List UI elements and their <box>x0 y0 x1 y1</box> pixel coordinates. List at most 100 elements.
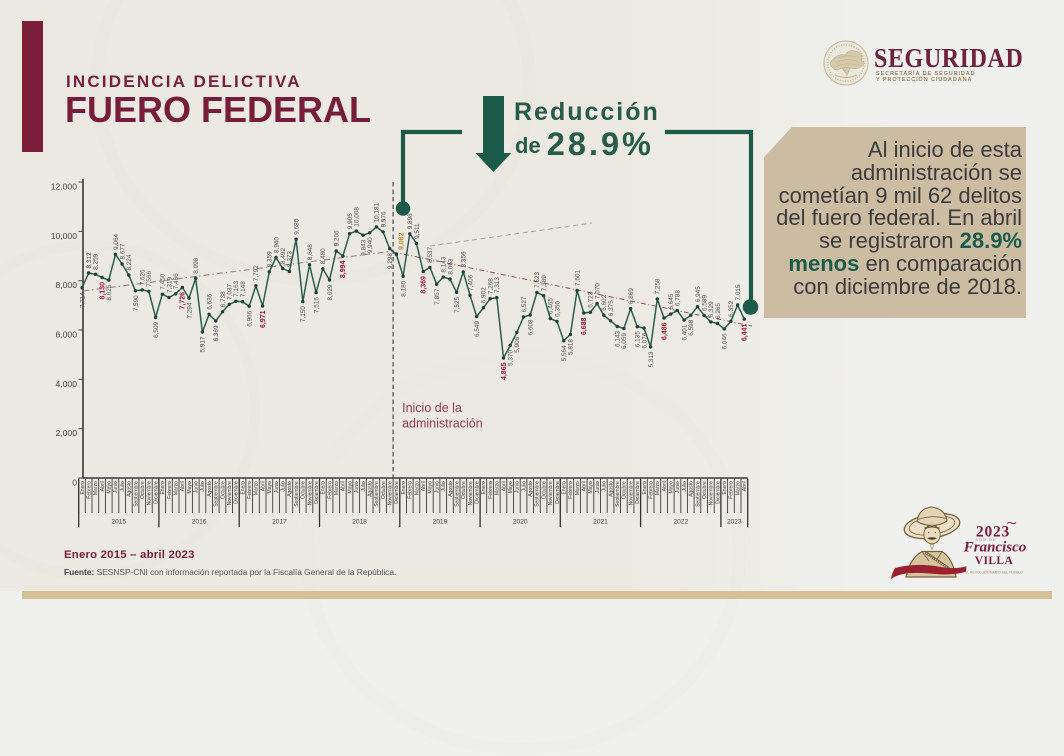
svg-text:Julio: Julio <box>682 481 688 492</box>
svg-text:6,000: 6,000 <box>55 330 77 340</box>
svg-text:Febrero: Febrero <box>327 481 333 499</box>
svg-text:7,148: 7,148 <box>240 281 247 297</box>
svg-text:7,319: 7,319 <box>166 277 173 293</box>
svg-text:6,902: 6,902 <box>481 287 488 303</box>
svg-text:Diciembre: Diciembre <box>153 481 159 504</box>
svg-text:8,994: 8,994 <box>340 261 347 279</box>
svg-text:Octubre: Octubre <box>461 481 467 499</box>
svg-text:Noviembre: Noviembre <box>548 481 554 505</box>
svg-text:6,738: 6,738 <box>220 291 227 307</box>
svg-text:6,645: 6,645 <box>668 293 675 309</box>
svg-text:7,466: 7,466 <box>173 273 180 289</box>
svg-text:Enero: Enero <box>722 481 728 495</box>
svg-text:Enero: Enero <box>240 481 246 495</box>
svg-text:6,441: 6,441 <box>742 324 749 342</box>
svg-text:Abril: Abril <box>582 481 588 491</box>
svg-text:Julio: Julio <box>120 481 126 492</box>
svg-text:9,206: 9,206 <box>334 230 341 246</box>
svg-text:10,000: 10,000 <box>51 231 78 241</box>
svg-text:8,373: 8,373 <box>287 251 294 267</box>
svg-text:Julio: Julio <box>602 481 608 492</box>
svg-text:0: 0 <box>72 478 77 488</box>
svg-text:2023: 2023 <box>727 519 742 526</box>
svg-text:6,265: 6,265 <box>715 303 722 319</box>
svg-text:9,064: 9,064 <box>113 233 120 249</box>
svg-text:6,971: 6,971 <box>260 310 267 328</box>
svg-text:Octubre: Octubre <box>622 481 628 499</box>
svg-text:8,180: 8,180 <box>400 280 407 296</box>
svg-text:6,688: 6,688 <box>581 317 588 335</box>
svg-text:2016: 2016 <box>192 519 207 526</box>
svg-text:7,150: 7,150 <box>300 306 307 322</box>
svg-text:Febrero: Febrero <box>247 481 253 499</box>
svg-text:Noviembre: Noviembre <box>147 481 153 505</box>
svg-text:6,549: 6,549 <box>474 321 481 337</box>
svg-text:6,788: 6,788 <box>675 290 682 306</box>
svg-text:9,680: 9,680 <box>293 218 300 234</box>
svg-text:Mayo: Mayo <box>107 481 113 493</box>
svg-text:6,369: 6,369 <box>213 325 220 341</box>
svg-text:9,905: 9,905 <box>347 213 354 229</box>
svg-text:6,602: 6,602 <box>601 294 608 310</box>
svg-text:Octubre: Octubre <box>541 481 547 499</box>
svg-text:Febrero: Febrero <box>488 481 494 499</box>
svg-text:7,258: 7,258 <box>655 278 662 294</box>
svg-text:9,898: 9,898 <box>407 213 414 229</box>
svg-text:7,070: 7,070 <box>594 283 601 299</box>
svg-text:Abril: Abril <box>501 481 507 491</box>
svg-text:8,098: 8,098 <box>193 257 200 273</box>
svg-text:Julio: Julio <box>200 481 206 492</box>
svg-text:6,329: 6,329 <box>708 301 715 317</box>
svg-text:Febrero: Febrero <box>87 481 93 499</box>
svg-text:Marzo: Marzo <box>495 481 501 495</box>
svg-text:Octubre: Octubre <box>381 481 387 499</box>
svg-text:10,181: 10,181 <box>374 202 381 222</box>
svg-text:6,486: 6,486 <box>661 322 668 340</box>
svg-text:Febrero: Febrero <box>167 481 173 499</box>
svg-text:Octubre: Octubre <box>140 481 146 499</box>
svg-text:Junio: Junio <box>274 481 280 493</box>
svg-text:8,356: 8,356 <box>461 251 468 267</box>
svg-text:Agosto: Agosto <box>207 481 213 497</box>
svg-text:Septiembre: Septiembre <box>133 481 139 507</box>
svg-text:6,352: 6,352 <box>728 300 735 316</box>
svg-text:Febrero: Febrero <box>729 481 735 499</box>
svg-text:Septiembre: Septiembre <box>454 481 460 507</box>
svg-text:7,015: 7,015 <box>735 284 742 300</box>
svg-text:12,000: 12,000 <box>51 182 78 192</box>
svg-text:6,966: 6,966 <box>247 310 254 326</box>
svg-text:Abril: Abril <box>421 481 427 491</box>
svg-text:6,608: 6,608 <box>528 319 535 335</box>
svg-text:Mayo: Mayo <box>187 481 193 493</box>
svg-text:Abril: Abril <box>662 481 668 491</box>
svg-text:7,406: 7,406 <box>467 274 474 290</box>
svg-text:Marzo: Marzo <box>174 481 180 495</box>
svg-text:6,465: 6,465 <box>548 298 555 314</box>
svg-text:VILLA: VILLA <box>975 555 1014 567</box>
svg-text:Diciembre: Diciembre <box>394 481 400 504</box>
svg-text:7,268: 7,268 <box>487 278 494 294</box>
svg-text:Octubre: Octubre <box>220 481 226 499</box>
svg-text:Mayo: Mayo <box>428 481 434 493</box>
svg-text:7,313: 7,313 <box>494 277 501 293</box>
svg-text:Julio: Julio <box>361 481 367 492</box>
svg-text:Noviembre: Noviembre <box>307 481 313 505</box>
svg-text:Septiembre: Septiembre <box>615 481 621 507</box>
svg-text:2017: 2017 <box>272 519 287 526</box>
svg-text:4,000: 4,000 <box>55 379 77 389</box>
svg-text:8,648: 8,648 <box>307 244 314 260</box>
svg-text:Enero: Enero <box>401 481 407 495</box>
svg-text:6,527: 6,527 <box>521 296 528 312</box>
svg-text:6,143: 6,143 <box>615 331 622 347</box>
svg-text:4,865: 4,865 <box>501 362 508 380</box>
svg-text:Agosto: Agosto <box>287 481 293 497</box>
svg-text:2,000: 2,000 <box>55 428 77 438</box>
svg-text:Septiembre: Septiembre <box>374 481 380 507</box>
svg-text:8,025: 8,025 <box>106 284 113 300</box>
svg-text:8,369: 8,369 <box>421 276 428 294</box>
svg-text:Octubre: Octubre <box>702 481 708 499</box>
svg-text:8,143: 8,143 <box>441 256 448 272</box>
svg-text:Mayo: Mayo <box>588 481 594 493</box>
svg-text:5,818: 5,818 <box>568 339 575 355</box>
svg-text:Abril: Abril <box>341 481 347 491</box>
